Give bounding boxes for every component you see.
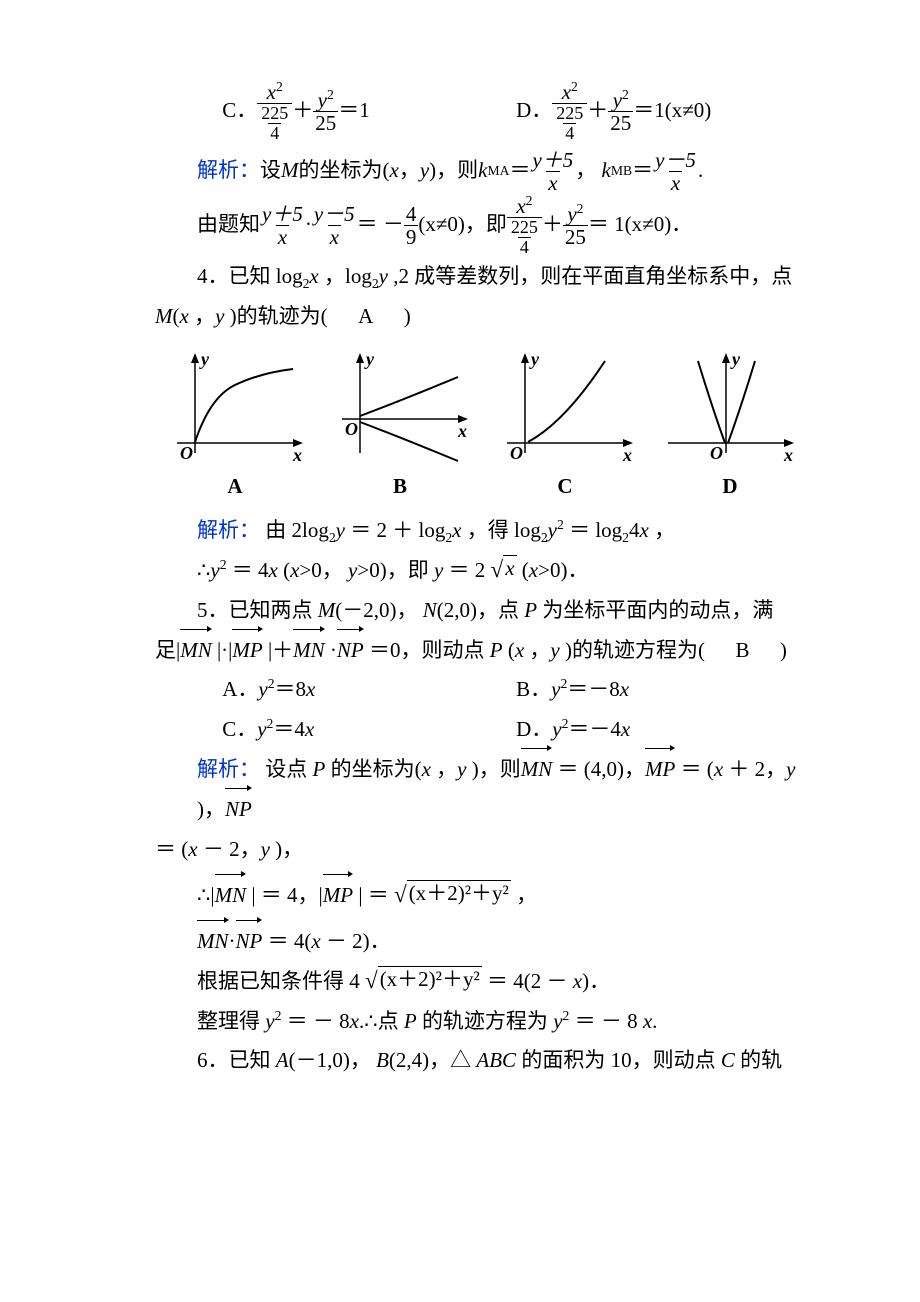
svg-text:x: x xyxy=(292,445,302,465)
q5-solution-line4: MN·NP ＝ 4(x － 2)． xyxy=(155,922,810,962)
q5-options-row1: A．y2＝8x B．y2＝－8x xyxy=(155,670,810,710)
q4-answer: A xyxy=(358,304,373,328)
q4-graphs: y x O A y x O B xyxy=(155,347,810,507)
graph-c: y x O C xyxy=(495,347,635,507)
q4-solution-line2: ∴y2 ＝ 4x (x>0， y>0)，即 y ＝ 2 √x (x>0)． xyxy=(155,551,810,591)
q4-solution-line1: 解析： 由 2log2y ＝ 2 ＋ log2x ，得 log2y2 ＝ log… xyxy=(155,511,810,551)
svg-text:y: y xyxy=(529,349,540,369)
q5-stem-line2: 足|MN |·|MP |＋MN ·NP ＝0，则动点 P (x ，y )的轨迹方… xyxy=(155,631,810,671)
q5-solution-line1: 解析： 设点 P 的坐标为(x ，y )，则MN ＝ (4,0)，MP ＝ (x… xyxy=(155,750,810,830)
svg-text:y: y xyxy=(364,349,375,369)
svg-text:y: y xyxy=(199,349,210,369)
graph-d: y x O D xyxy=(660,347,800,507)
q6-stem: 6．已知 A(－1,0)， B(2,4)，△ ABC 的面积为 10，则动点 C… xyxy=(155,1041,810,1081)
svg-text:y: y xyxy=(730,349,741,369)
q5-solution-line5: 根据已知条件得 4 √(x＋2)²＋y² ＝ 4(2 － x)． xyxy=(155,962,810,1002)
svg-text:x: x xyxy=(783,445,793,465)
svg-text:O: O xyxy=(710,443,723,463)
q3-option-c: C． x2 225 4 ＋ y2 25 ＝1 D． x2 xyxy=(155,80,810,143)
q3-solution-line2: 由题知 y＋5x · y－5x ＝ － 49 (x≠0)，即 x2 2254 ＋… xyxy=(155,194,810,257)
q5-stem-line1: 5．已知两点 M(－2,0)， N(2,0)，点 P 为坐标平面内的动点，满 xyxy=(155,591,810,631)
svg-text:x: x xyxy=(457,421,467,441)
solution-label: 解析： xyxy=(197,518,260,542)
q4-stem: 4．已知 log2x ，log2y ,2 成等差数列，则在平面直角坐标系中，点 xyxy=(155,257,810,297)
q4-stem-line2: M(x ，y )的轨迹为( A ) xyxy=(155,297,810,337)
q5-solution-line2: ＝ (x － 2，y )， xyxy=(155,830,810,870)
q5-answer: B xyxy=(735,638,749,662)
svg-text:x: x xyxy=(622,445,632,465)
q5-options-row2: C．y2＝4x D．y2＝－4x xyxy=(155,710,810,750)
graph-b: y x O B xyxy=(330,347,470,507)
solution-label: 解析： xyxy=(197,757,260,781)
q3-option-d: D． x2 225 4 ＋ y2 25 ＝1(x≠0) xyxy=(516,80,810,143)
q3-solution-line1: 解析： 设 M 的坐标为(x ，y )，则 kMA ＝ y＋5x ， kMB ＝… xyxy=(155,149,810,194)
graph-a: y x O A xyxy=(165,347,305,507)
solution-label: 解析： xyxy=(197,151,260,191)
svg-text:O: O xyxy=(345,419,358,439)
q5-solution-line3: ∴|MN | ＝ 4，|MP | ＝ √(x＋2)²＋y² ， xyxy=(155,876,810,916)
svg-text:O: O xyxy=(510,443,523,463)
q5-solution-line6: 整理得 y2 ＝ － 8x.∴点 P 的轨迹方程为 y2 ＝ － 8 x. xyxy=(155,1002,810,1042)
svg-text:O: O xyxy=(180,443,193,463)
